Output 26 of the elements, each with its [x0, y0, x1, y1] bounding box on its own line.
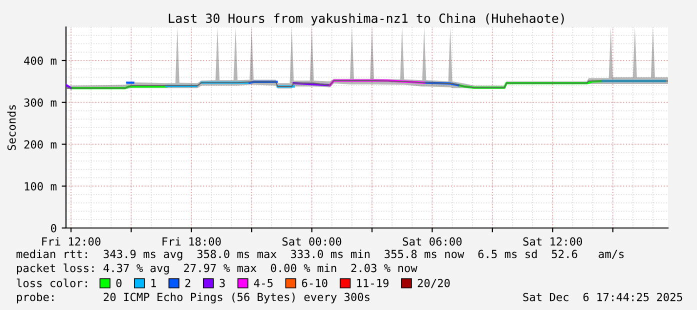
y-tick-label: 200 m	[24, 140, 56, 149]
legend-label: 20/20	[418, 278, 450, 288]
chart-title: Last 30 Hours from yakushima-nz1 to China (Huhehaote)	[168, 13, 564, 26]
y-tick-label: 100 m	[24, 182, 56, 191]
text: median rtt: 343.9 ms avg 358.0 ms max 333.0 ms min 355.8 ms now 6.5 ms sd 52.6 am/s	[16, 250, 624, 260]
x-tick-label: Fri 12:00	[42, 237, 100, 246]
legend-label: 3	[220, 278, 225, 288]
y-tick-label: 300 m	[24, 98, 56, 107]
legend-label: 2	[185, 278, 190, 288]
y-tick-label: 400 m	[24, 56, 56, 65]
text: probe: 20 ICMP Echo Pings (56 Bytes) every 300s	[17, 292, 370, 304]
line-series	[66, 80, 668, 89]
legend-label: 4-5	[254, 278, 273, 288]
legend-label: 11-19	[357, 278, 388, 288]
text: packet loss: 4.37 % avg 27.97 % max 0.00 % min 2.03 % now	[17, 264, 418, 274]
text: Sat Dec 6 17:44:25 2025	[523, 292, 682, 302]
legend-title: loss color:	[16, 278, 87, 288]
legend-label: 0	[116, 278, 122, 288]
y-axis-title: Seconds	[7, 105, 16, 150]
x-tick-label: Sat 12:00	[523, 237, 582, 246]
legend-label: 1	[151, 278, 156, 288]
y-tick-label: 0	[51, 224, 56, 232]
legend-label: 6-10	[302, 278, 328, 288]
x-tick-label: Sat 06:00	[402, 237, 462, 246]
x-tick-label: Fri 18:00	[162, 237, 221, 246]
x-tick-label: Sat 00:00	[282, 237, 342, 246]
